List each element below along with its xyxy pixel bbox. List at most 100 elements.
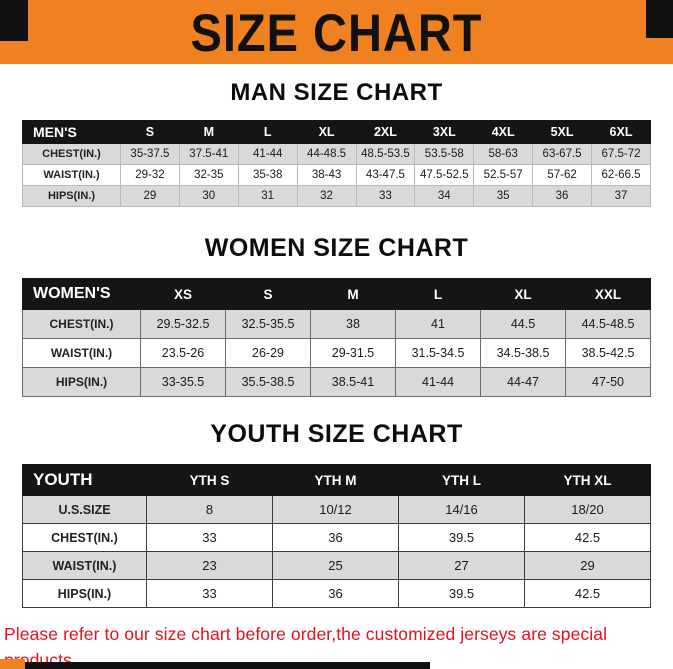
size-value: 10/12 [272, 495, 399, 524]
table-row: WAIST(IN.) 29-32 32-35 35-38 38-43 43-47.5 47.… [22, 164, 651, 186]
size-value: 29 [524, 551, 651, 580]
size-value: 31.5-34.5 [395, 338, 481, 368]
size-value: 33 [146, 579, 273, 608]
size-value: 33-35.5 [140, 367, 226, 397]
top-left-corner-block [0, 0, 28, 41]
size-column-header: YTH M [272, 464, 399, 496]
row-label: HIPS(IN.) [22, 579, 147, 608]
size-column-header: 4XL [473, 120, 534, 144]
size-column-header: 5XL [532, 120, 592, 144]
size-value: 31 [237, 185, 298, 207]
size-value: 57-62 [532, 164, 592, 186]
size-value: 29-31.5 [310, 338, 396, 368]
size-value: 25 [272, 551, 399, 580]
size-column-header: 2XL [355, 120, 416, 144]
size-value: 37.5-41 [178, 143, 239, 165]
size-column-header: YTH S [146, 464, 273, 496]
table-row: WAIST(IN.) 23 25 27 29 [22, 551, 651, 580]
size-column-header: YTH XL [524, 464, 651, 496]
size-value: 58-63 [473, 143, 534, 165]
size-value: 32 [296, 185, 357, 207]
size-column-header: S [120, 120, 180, 144]
size-value: 35.5-38.5 [225, 367, 311, 397]
row-label: HIPS(IN.) [22, 185, 121, 207]
size-value: 41 [395, 309, 481, 339]
size-column-header: L [395, 278, 481, 310]
bottom-left-orange-block [0, 659, 25, 669]
size-value: 29-32 [120, 164, 180, 186]
size-value: 8 [146, 495, 273, 524]
size-value: 52.5-57 [473, 164, 534, 186]
table-row: CHEST(IN.) 33 36 39.5 42.5 [22, 523, 651, 552]
top-right-corner-block [646, 0, 673, 38]
size-value: 37 [591, 185, 651, 207]
table-row: HIPS(IN.) 33-35.5 35.5-38.5 38.5-41 41-44 44-… [22, 367, 651, 397]
size-value: 18/20 [524, 495, 651, 524]
size-value: 36 [532, 185, 592, 207]
size-value: 39.5 [398, 579, 525, 608]
size-value: 41-44 [237, 143, 298, 165]
size-value: 41-44 [395, 367, 481, 397]
size-column-header: XS [140, 278, 226, 310]
size-column-header: XXL [565, 278, 651, 310]
row-label: U.S.SIZE [22, 495, 147, 524]
size-value: 27 [398, 551, 525, 580]
size-value: 32.5-35.5 [225, 309, 311, 339]
table-header-row: WOMEN'S XS S M L XL XXL [22, 278, 651, 310]
size-value: 35-37.5 [120, 143, 180, 165]
women-size-table: WOMEN'S XS S M L XL XXL CHEST(IN.) 29.5-32.5 32.… [22, 278, 651, 397]
youth-size-chart-heading: YOUTH SIZE CHART [210, 420, 463, 448]
size-value: 23.5-26 [140, 338, 226, 368]
size-value: 43-47.5 [355, 164, 416, 186]
size-column-header: YTH L [398, 464, 525, 496]
size-value: 44-47 [480, 367, 566, 397]
youth-size-table: YOUTH YTH S YTH M YTH L YTH XL U.S.SIZE 8 10/1… [22, 464, 651, 608]
size-value: 35 [473, 185, 534, 207]
size-column-header: S [225, 278, 311, 310]
size-value: 38.5-42.5 [565, 338, 651, 368]
size-value: 14/16 [398, 495, 525, 524]
size-value: 36 [272, 579, 399, 608]
size-value: 44.5-48.5 [565, 309, 651, 339]
top-banner: SIZE CHART [0, 0, 673, 64]
row-label: WAIST(IN.) [22, 551, 147, 580]
women-size-chart-heading: WOMEN SIZE CHART [204, 234, 469, 262]
men-size-table: MEN'S S M L XL 2XL 3XL 4XL 5XL 6XL CHEST(IN.) 35-3… [22, 120, 651, 207]
table-corner-label: WOMEN'S [22, 278, 141, 310]
table-row: CHEST(IN.) 29.5-32.5 32.5-35.5 38 41 44.5 44.5… [22, 309, 651, 339]
size-column-header: 6XL [591, 120, 651, 144]
table-header-row: MEN'S S M L XL 2XL 3XL 4XL 5XL 6XL [22, 120, 651, 144]
size-value: 36 [272, 523, 399, 552]
size-value: 44.5 [480, 309, 566, 339]
size-value: 67.5-72 [591, 143, 651, 165]
size-column-header: M [310, 278, 396, 310]
size-column-header: XL [296, 120, 357, 144]
row-label: CHEST(IN.) [22, 523, 147, 552]
table-row: CHEST(IN.) 35-37.5 37.5-41 41-44 44-48.5 48.5… [22, 143, 651, 165]
size-value: 47.5-52.5 [414, 164, 475, 186]
size-value: 48.5-53.5 [355, 143, 416, 165]
table-corner-label: YOUTH [22, 464, 147, 496]
row-label: WAIST(IN.) [22, 164, 121, 186]
page-title: SIZE CHART [190, 2, 483, 62]
size-column-header: 3XL [414, 120, 475, 144]
size-value: 62-66.5 [591, 164, 651, 186]
size-value: 38-43 [296, 164, 357, 186]
size-value: 38.5-41 [310, 367, 396, 397]
size-value: 23 [146, 551, 273, 580]
size-value: 29 [120, 185, 180, 207]
size-value: 29.5-32.5 [140, 309, 226, 339]
size-value: 38 [310, 309, 396, 339]
table-row: WAIST(IN.) 23.5-26 26-29 29-31.5 31.5-34.5 34… [22, 338, 651, 368]
table-row: HIPS(IN.) 29 30 31 32 33 34 35 36 37 [22, 185, 651, 207]
size-value: 33 [355, 185, 416, 207]
size-value: 33 [146, 523, 273, 552]
table-row: U.S.SIZE 8 10/12 14/16 18/20 [22, 495, 651, 524]
row-label: HIPS(IN.) [22, 367, 141, 397]
size-column-header: XL [480, 278, 566, 310]
man-size-chart-heading: MAN SIZE CHART [230, 79, 443, 106]
table-corner-label: MEN'S [22, 120, 121, 144]
size-value: 39.5 [398, 523, 525, 552]
size-value: 47-50 [565, 367, 651, 397]
